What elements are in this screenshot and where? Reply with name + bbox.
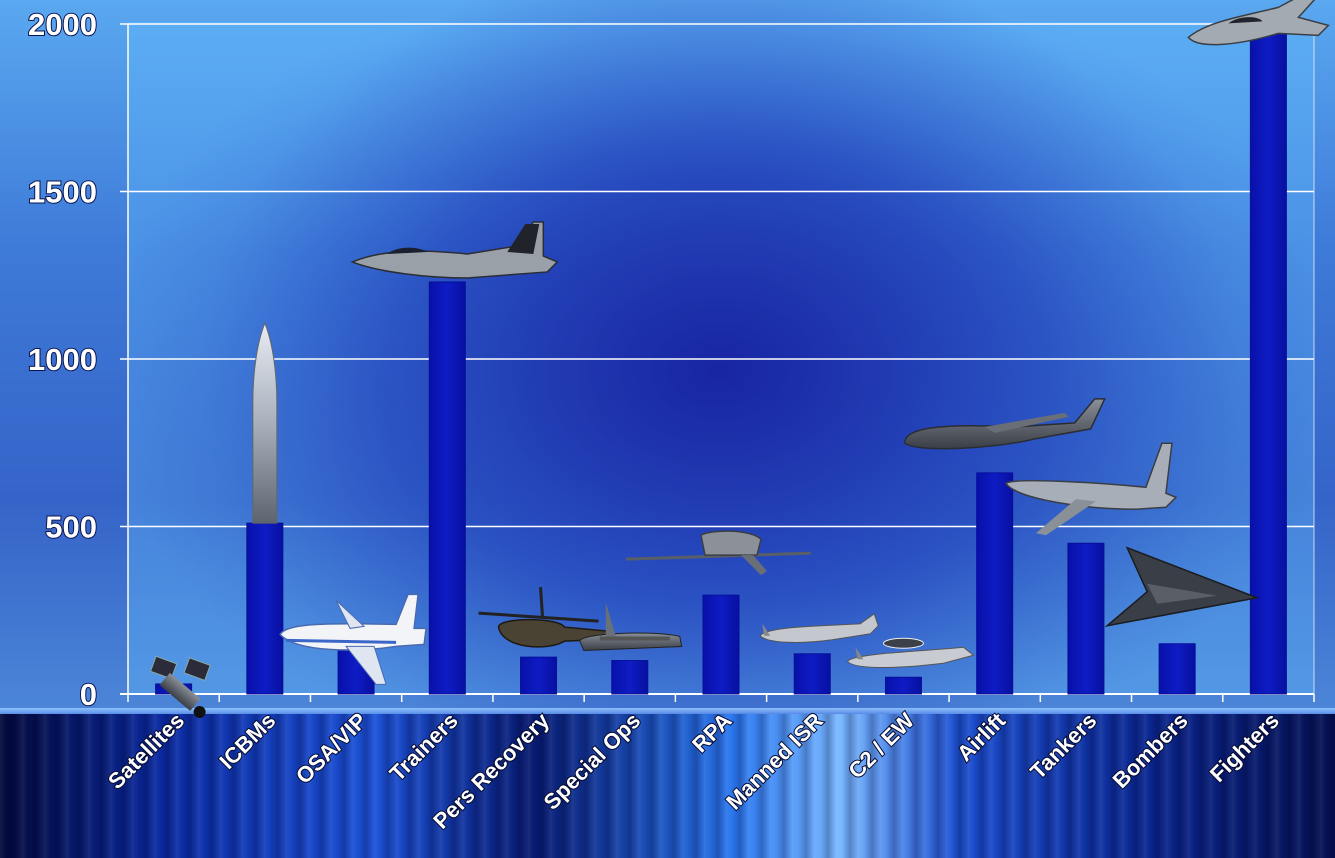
bar-tankers — [1067, 542, 1105, 695]
bar-c2-ew — [884, 676, 922, 695]
bar-pers-recovery — [520, 656, 558, 695]
fighter-jet-icon — [1187, 0, 1330, 46]
y-tick-label: 1500 — [28, 175, 97, 210]
background-light-band — [0, 714, 1335, 858]
bar-rpa — [702, 594, 740, 695]
bar-icbms — [246, 522, 284, 695]
bar-airlift — [976, 472, 1014, 695]
awacs-aircraft-icon — [846, 637, 975, 669]
trainer-jet-icon — [350, 221, 559, 279]
stealth-bomber-icon — [1104, 546, 1260, 628]
x-category-label: Satellites — [103, 708, 189, 794]
aircraft-icons — [149, 0, 1330, 718]
y-tick-label: 1000 — [28, 342, 97, 377]
bars — [155, 26, 1287, 695]
icbm-missile-icon — [252, 321, 278, 524]
bar-manned-isr — [793, 653, 831, 695]
y-tick-label: 500 — [45, 510, 97, 545]
x-category-label: Trainers — [385, 708, 463, 786]
x-category-label: Manned ISR — [721, 708, 828, 815]
background-band-edge — [0, 708, 1335, 718]
x-category-label: Fighters — [1205, 708, 1284, 787]
plot-area-glow — [128, 22, 1314, 694]
special-ops-transport-icon — [579, 602, 683, 652]
isr-aircraft-icon — [759, 612, 879, 643]
x-category-label: RPA — [687, 708, 736, 757]
y-tick-labels: 0 500 1000 1500 2000 — [27, 6, 98, 713]
bar-fighters — [1249, 26, 1287, 695]
y-tick-label: 2000 — [28, 7, 97, 42]
y-tick-label: 0 — [80, 677, 97, 712]
x-category-label: Tankers — [1025, 708, 1101, 784]
gridlines — [128, 23, 1314, 528]
x-category-label: Special Ops — [539, 708, 646, 815]
bar-trainers — [428, 281, 466, 695]
bar-special-ops — [611, 660, 649, 695]
x-category-label: C2 / EW — [843, 708, 919, 784]
airlift-transport-icon — [903, 398, 1106, 450]
rpa-drone-icon — [625, 530, 812, 576]
x-category-label: Bombers — [1108, 708, 1193, 793]
x-category-label: ICBMs — [214, 708, 280, 774]
bar-bombers — [1158, 643, 1196, 695]
x-category-label: Airlift — [952, 707, 1011, 766]
tanker-aircraft-icon — [1004, 442, 1178, 536]
satellite-icon — [149, 655, 211, 718]
x-category-label: OSA/VIP — [291, 708, 372, 789]
vip-airliner-icon — [279, 593, 427, 685]
